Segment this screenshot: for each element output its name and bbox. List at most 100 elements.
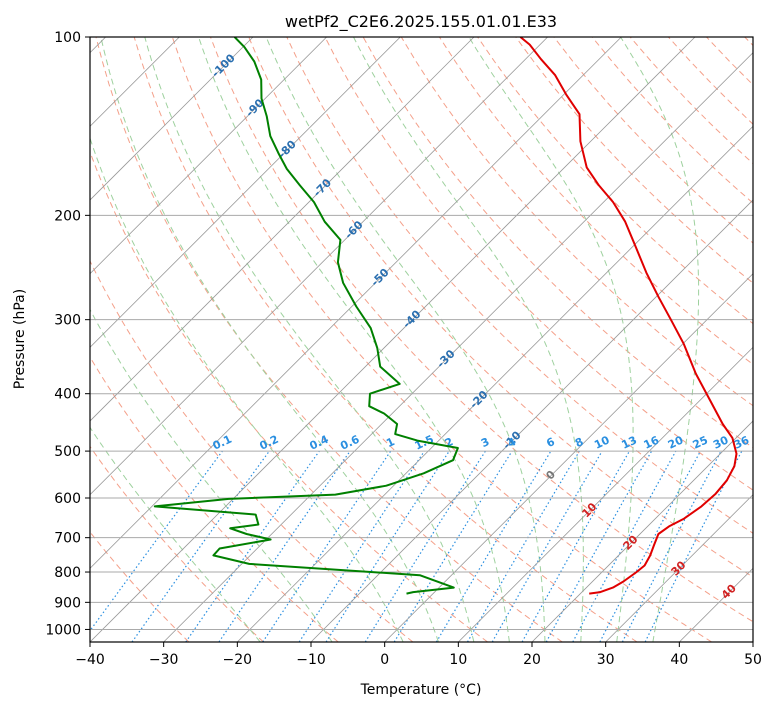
y-tick-label: 200 bbox=[54, 208, 81, 224]
mixing-ratio-label: 30 bbox=[711, 433, 731, 451]
mixing-ratio-label: 20 bbox=[666, 433, 686, 451]
dry-adiabat bbox=[706, 37, 753, 86]
isotherm-line bbox=[752, 641, 753, 642]
dry-adiabat bbox=[90, 259, 414, 642]
mixing-ratio-line bbox=[572, 450, 677, 642]
dewpoint-line bbox=[153, 37, 459, 595]
y-tick-label: 600 bbox=[54, 491, 81, 507]
x-tick-label: 20 bbox=[523, 652, 541, 668]
x-tick-label: 0 bbox=[380, 652, 389, 668]
moist-adiabat bbox=[144, 37, 475, 642]
isotherm-label: -90 bbox=[243, 96, 266, 119]
chart-title: wetPf2_C2E6.2025.155.01.01.E33 bbox=[285, 12, 557, 32]
mixing-ratio-line bbox=[393, 450, 513, 642]
isotherm-line bbox=[90, 37, 622, 569]
mixing-ratio-line bbox=[435, 450, 552, 642]
moist-adiabat bbox=[620, 37, 700, 642]
isotherm-line bbox=[90, 37, 548, 496]
y-tick-label: 300 bbox=[54, 313, 81, 329]
profile-lines bbox=[153, 37, 738, 595]
x-tick-label: −10 bbox=[296, 652, 326, 668]
mixing-ratio-label: 0.4 bbox=[307, 433, 330, 453]
y-tick-label: 500 bbox=[54, 444, 81, 460]
isotherm-label: -20 bbox=[467, 388, 490, 411]
moist-adiabat bbox=[90, 136, 404, 642]
isotherm-line bbox=[90, 37, 401, 348]
y-tick-label: 700 bbox=[54, 531, 81, 547]
x-tick-label: −40 bbox=[75, 652, 105, 668]
isotherm-label: -50 bbox=[368, 266, 391, 289]
mixing-ratio-label: 0.1 bbox=[211, 433, 234, 453]
dry-adiabat bbox=[210, 37, 753, 623]
mixing-ratio-label: 13 bbox=[620, 434, 639, 452]
isotherm-line bbox=[163, 52, 753, 642]
dry-adiabat bbox=[90, 445, 264, 642]
isotherm-line bbox=[384, 273, 753, 642]
mixing-ratio-line bbox=[218, 450, 351, 642]
isotherm-line bbox=[90, 37, 475, 422]
mixing-ratio-line bbox=[644, 450, 743, 642]
isotherm-line bbox=[90, 37, 327, 275]
x-axis-label: Temperature (°C) bbox=[360, 682, 482, 698]
isotherm-line bbox=[458, 346, 753, 642]
y-tick-label: 900 bbox=[54, 595, 81, 611]
mixing-ratio-labels: 0.1 0.2 0.4 0.6 1 1.5 2 3 4 6 8 10 13 16 20 25 30 36 bbox=[211, 433, 752, 453]
x-axis-ticks: −40 −30 −20 −10 0 10 20 30 40 50 bbox=[75, 642, 762, 668]
dry-adiabat bbox=[133, 37, 638, 642]
dry-adiabat bbox=[553, 37, 753, 244]
y-axis-ticks: 100 200 300 400 500 600 700 800 900 1000 bbox=[45, 30, 90, 638]
dry-adiabat bbox=[90, 531, 190, 642]
x-tick-label: 40 bbox=[670, 652, 688, 668]
moist-adiabat bbox=[468, 37, 634, 642]
isotherm-label: 30 bbox=[669, 558, 689, 578]
isotherm-line bbox=[605, 494, 753, 642]
mixing-ratio-line bbox=[364, 450, 486, 642]
dry-adiabat bbox=[591, 37, 753, 204]
y-tick-label: 1000 bbox=[45, 622, 81, 638]
x-tick-label: 30 bbox=[597, 652, 615, 668]
dry-adiabat bbox=[668, 37, 753, 125]
isotherm-label: -80 bbox=[276, 138, 299, 161]
moist-adiabat bbox=[100, 37, 439, 642]
mixing-ratio-label: 3 bbox=[479, 435, 491, 450]
isotherm-line bbox=[237, 125, 753, 642]
dry-adiabat bbox=[515, 37, 753, 284]
mixing-ratio-line bbox=[325, 450, 450, 642]
isotherm-label: 0 bbox=[543, 468, 558, 483]
mixing-ratio-label: 6 bbox=[544, 435, 557, 450]
mixing-ratio-label: 10 bbox=[592, 433, 612, 451]
y-tick-label: 100 bbox=[54, 30, 81, 46]
dry-adiabat bbox=[248, 37, 753, 578]
mixing-ratio-line bbox=[599, 450, 702, 642]
y-axis-label: Pressure (hPa) bbox=[12, 289, 28, 389]
mixing-ratio-line bbox=[521, 450, 631, 642]
isotherm-line bbox=[90, 37, 254, 201]
mixing-ratio-line bbox=[262, 450, 392, 642]
dry-adiabat bbox=[90, 356, 339, 642]
x-tick-label: 10 bbox=[449, 652, 467, 668]
mixing-ratio-label: 36 bbox=[732, 433, 752, 451]
dry-adiabat bbox=[95, 37, 563, 642]
mixing-ratio-line bbox=[298, 450, 425, 642]
isotherm-label: -70 bbox=[311, 176, 334, 199]
plot-frame bbox=[89, 36, 754, 643]
isotherm-line bbox=[531, 420, 753, 642]
dry-adiabat bbox=[90, 150, 488, 642]
temperature-line bbox=[519, 37, 738, 595]
x-tick-label: 50 bbox=[744, 652, 762, 668]
dry-adiabat bbox=[324, 37, 753, 491]
dry-adiabat bbox=[171, 37, 712, 642]
moist-adiabat bbox=[353, 37, 584, 642]
isotherm-label: -60 bbox=[342, 218, 365, 241]
moist-adiabat bbox=[265, 37, 546, 642]
mixing-ratio-label: 25 bbox=[691, 434, 710, 452]
mixing-ratio-line bbox=[185, 450, 320, 642]
mixing-ratio-label: 1 bbox=[384, 435, 396, 450]
mixing-ratio-line bbox=[131, 450, 270, 642]
isotherm-line bbox=[90, 37, 696, 642]
y-tick-label: 800 bbox=[54, 565, 81, 581]
x-tick-label: −30 bbox=[149, 652, 179, 668]
moist-adiabat bbox=[198, 37, 510, 642]
